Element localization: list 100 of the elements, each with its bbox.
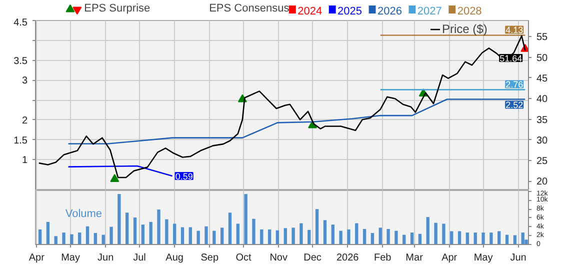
bar	[513, 235, 517, 244]
data-label: 2.76	[506, 80, 524, 90]
y2-tick-label: 45	[536, 73, 548, 84]
data-label: 4.13	[506, 25, 524, 36]
legend-label: 2025	[338, 6, 362, 18]
data-label: 2.52	[506, 100, 524, 110]
bar	[442, 224, 446, 244]
bar	[133, 218, 137, 244]
x-tick-label: May	[474, 252, 493, 264]
bar	[252, 218, 256, 244]
bar	[236, 224, 240, 244]
bar	[180, 227, 184, 244]
bar	[165, 219, 168, 244]
line-series	[68, 98, 526, 144]
bar	[339, 230, 342, 244]
bar	[228, 212, 232, 244]
point	[110, 174, 120, 182]
bar	[521, 232, 524, 244]
y2-tick-label: 20	[536, 176, 548, 188]
x-tick-label: Jul	[133, 252, 146, 264]
bar	[458, 231, 462, 244]
bar	[300, 223, 303, 244]
legend-label: 2026	[377, 6, 402, 18]
bar	[378, 228, 382, 244]
bar	[315, 209, 319, 244]
y2-tick-label: 35	[536, 114, 548, 126]
y-tick-label: 1	[22, 155, 28, 166]
bar	[38, 229, 42, 244]
bar	[292, 228, 295, 244]
bar	[474, 232, 477, 244]
y-tick-label: 1.5	[14, 135, 28, 146]
bar	[94, 232, 98, 244]
bar	[220, 228, 224, 244]
bar	[196, 230, 200, 244]
bar	[260, 229, 264, 244]
bar	[355, 223, 358, 244]
bar	[284, 228, 287, 244]
x-tick-label: Apr	[28, 252, 46, 264]
x-tick-label: 2026	[336, 252, 360, 264]
bar	[141, 224, 145, 244]
x-tick-label: Feb	[374, 252, 392, 264]
x-tick-label: Nov	[270, 252, 288, 264]
y2-tick-label: 25	[536, 156, 548, 168]
y-tick-label: 3	[22, 76, 28, 87]
bar	[426, 217, 430, 244]
bar	[188, 227, 192, 244]
bar	[268, 229, 272, 244]
bar	[244, 194, 248, 244]
legend-label: 2024	[298, 6, 322, 18]
bar	[46, 222, 50, 244]
bar	[434, 222, 438, 244]
bar	[308, 230, 311, 244]
annotation: Volume	[65, 208, 102, 220]
x-tick-label: Dec	[304, 252, 322, 264]
data-label: 51.64	[500, 54, 522, 64]
x-tick-label: Oct	[236, 252, 252, 264]
x-tick-label: Aug	[166, 252, 184, 264]
legend-label: Price ($)	[442, 22, 488, 36]
bar	[362, 229, 366, 244]
bar	[126, 212, 129, 244]
bar	[118, 194, 121, 244]
bar	[78, 232, 82, 244]
bar	[466, 232, 470, 244]
bar	[323, 220, 327, 244]
x-tick-label: Mar	[406, 252, 424, 264]
bar	[172, 224, 176, 244]
bar	[450, 231, 454, 244]
bar	[149, 222, 152, 244]
bar	[410, 232, 414, 244]
bar	[204, 226, 208, 244]
bar	[86, 226, 90, 244]
y-tick-label: 3.5	[14, 56, 28, 67]
data-label: 0.59	[175, 171, 193, 182]
y2-tick-label: 30	[536, 135, 548, 146]
bar	[482, 232, 485, 244]
x-tick-label: Jun	[98, 252, 114, 264]
y-tick-label: 4.5	[14, 18, 28, 28]
bar	[54, 236, 58, 244]
y2-tick-label: 55	[536, 32, 548, 44]
legend-label: EPS Surprise	[84, 2, 150, 14]
bar	[70, 234, 74, 244]
bar	[498, 231, 501, 244]
x-tick-label: Jun	[510, 252, 526, 264]
bar	[276, 230, 280, 244]
x-tick-label: Apr	[442, 252, 458, 264]
bar	[386, 229, 390, 244]
bar	[490, 232, 493, 244]
legend-label: 2027	[417, 6, 442, 18]
y2-tick-label: 40	[536, 94, 548, 106]
bar	[157, 210, 160, 244]
bar	[212, 230, 216, 244]
y-tick-label: 2	[22, 115, 28, 126]
bar	[331, 224, 334, 244]
x-tick-label: Sep	[200, 252, 219, 264]
bar	[347, 229, 350, 244]
x-tick-label: May	[61, 252, 80, 264]
legend-title: EPS Consensus	[209, 2, 290, 14]
y2-tick-label: 50	[536, 52, 548, 64]
legend-label: 2028	[457, 6, 482, 18]
bar	[62, 232, 66, 244]
